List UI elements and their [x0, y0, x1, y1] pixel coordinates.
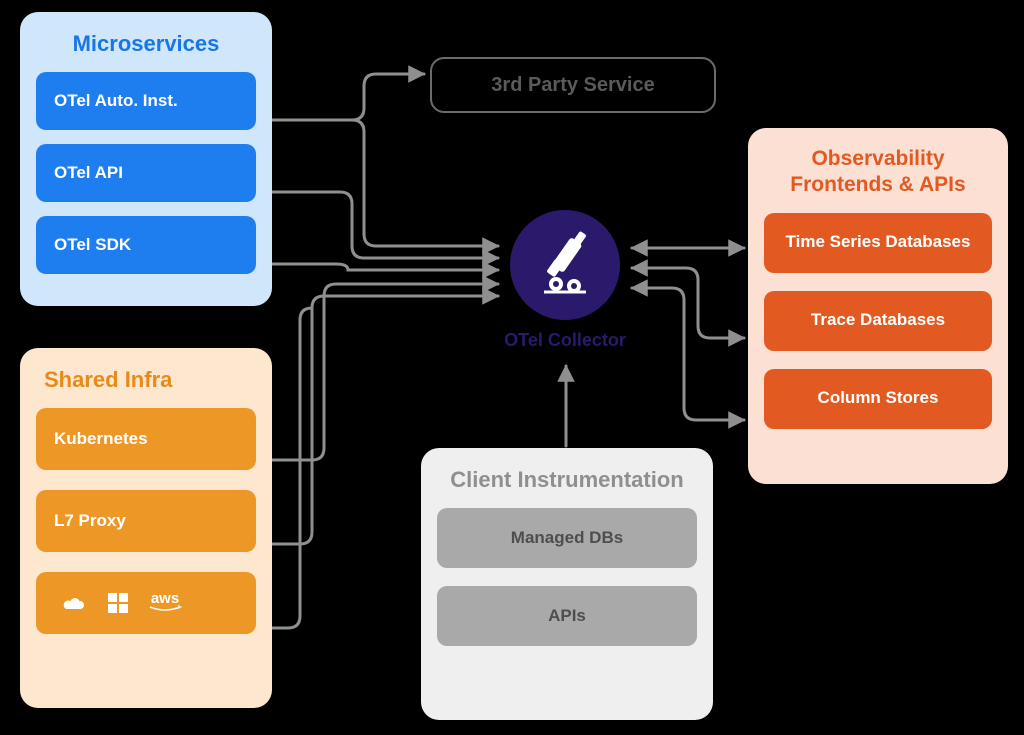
shared-infra-panel: Shared Infra Kubernetes L7 Proxy aws [20, 348, 272, 708]
chip-tsdb: Time Series Databases [764, 213, 992, 273]
microservices-panel: Microservices OTel Auto. Inst. OTel API … [20, 12, 272, 306]
azure-icon [106, 591, 130, 615]
chip-managed-dbs: Managed DBs [437, 508, 697, 568]
shared-infra-title: Shared Infra [36, 366, 256, 394]
chip-trace-db: Trace Databases [764, 291, 992, 351]
third-party-label: 3rd Party Service [491, 74, 654, 97]
chip-l7-proxy: L7 Proxy [36, 490, 256, 552]
chip-otel-api: OTel API [36, 144, 256, 202]
chip-kubernetes: Kubernetes [36, 408, 256, 470]
client-title: Client Instrumentation [437, 466, 697, 494]
microservices-title: Microservices [36, 30, 256, 58]
otel-collector: OTel Collector [500, 210, 630, 351]
telescope-icon [530, 230, 600, 300]
otel-collector-circle [510, 210, 620, 320]
otel-collector-label: OTel Collector [504, 330, 626, 351]
chip-cloud-providers: aws [36, 572, 256, 634]
client-panel: Client Instrumentation Managed DBs APIs [421, 448, 713, 720]
chip-column-stores: Column Stores [764, 369, 992, 429]
aws-icon: aws [148, 593, 182, 613]
chip-apis: APIs [437, 586, 697, 646]
observability-title: Observability Frontends & APIs [764, 146, 992, 199]
third-party-box: 3rd Party Service [430, 57, 716, 113]
chip-otel-auto-inst: OTel Auto. Inst. [36, 72, 256, 130]
gcp-icon [60, 593, 88, 613]
observability-panel: Observability Frontends & APIs Time Seri… [748, 128, 1008, 484]
chip-otel-sdk: OTel SDK [36, 216, 256, 274]
